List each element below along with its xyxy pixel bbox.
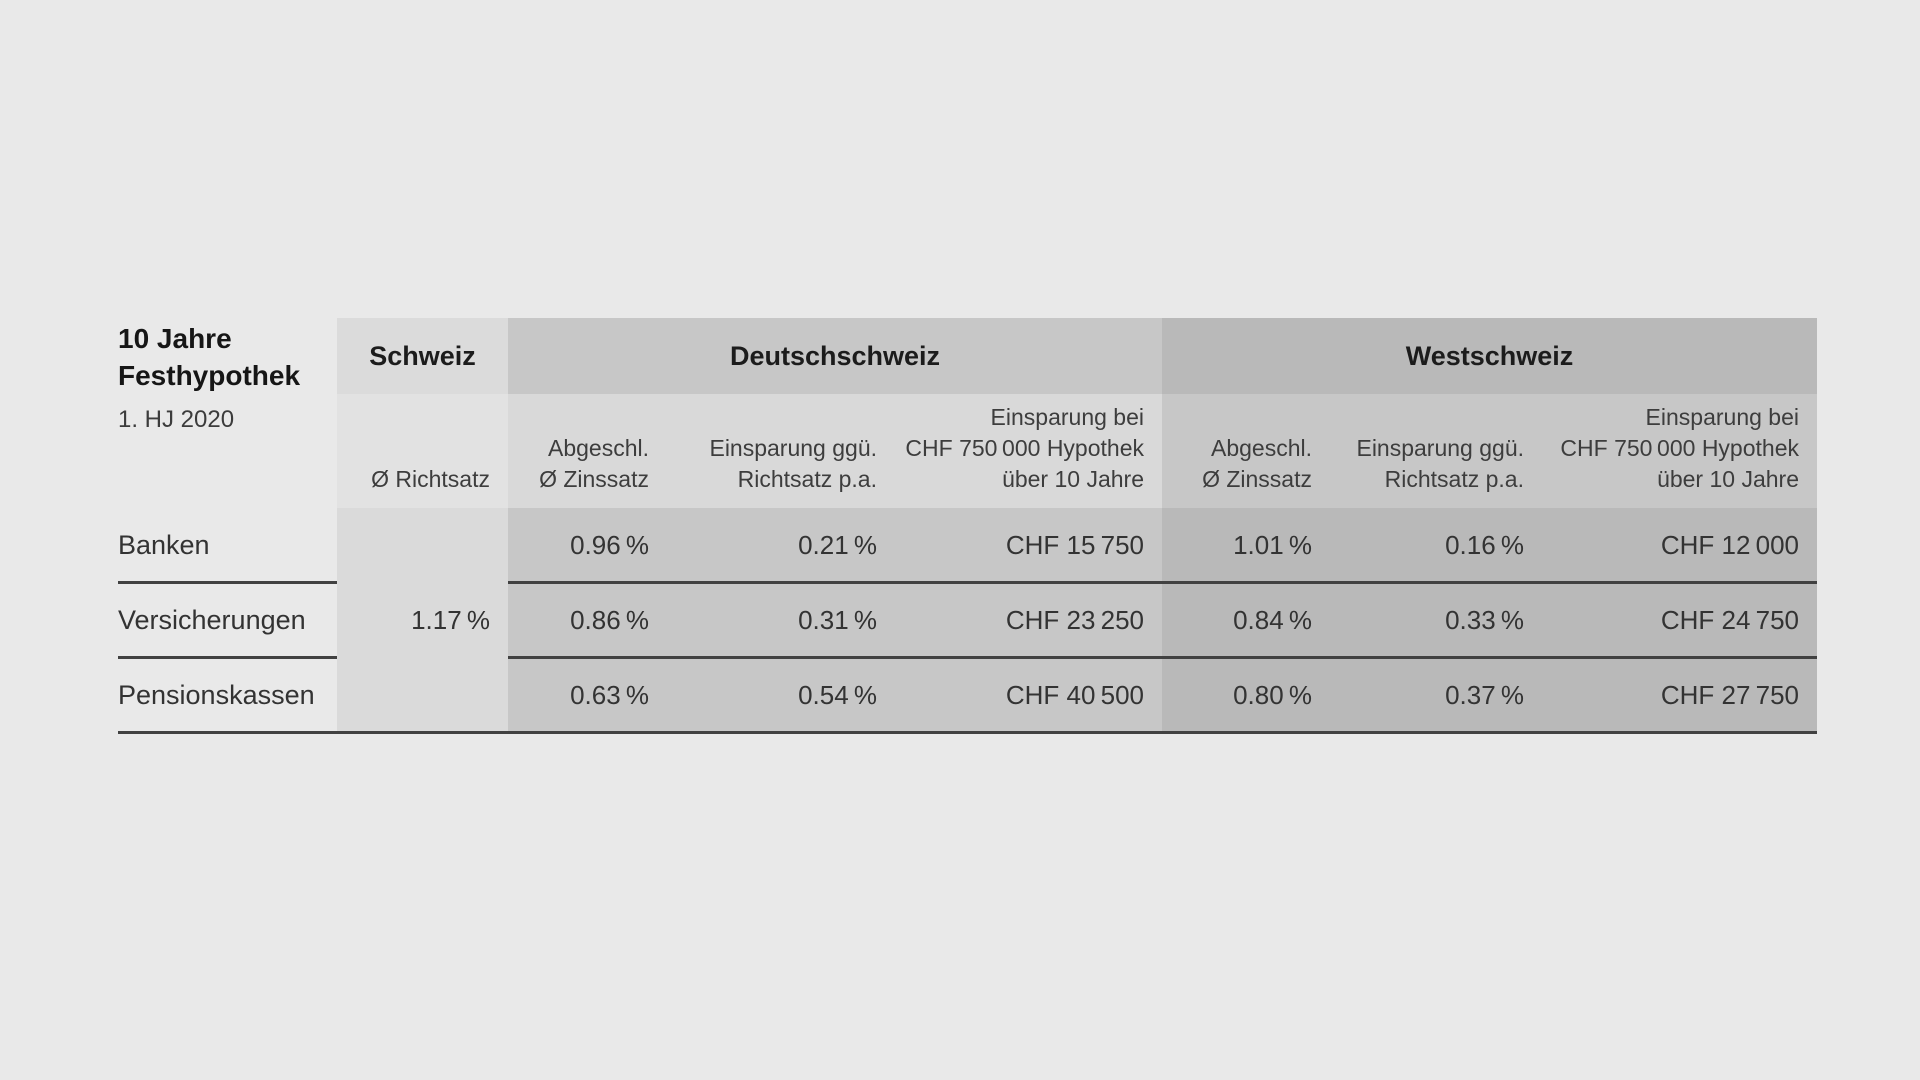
schweiz-richtsatz-value: 1.17 %	[337, 508, 508, 733]
subheader-ws-einsparung: Einsparung ggü. Richtsatz p.a.	[1330, 394, 1542, 508]
table-bottom-rule	[118, 731, 1817, 734]
subheader-ds-zinssatz: Abgeschl. Ø Zinssatz	[508, 394, 667, 508]
pensionskassen-ds-zinssatz: 0.63 %	[508, 658, 667, 733]
table-title-block: 10 Jahre Festhypothek 1. HJ 2020	[118, 318, 337, 508]
row-separator	[508, 656, 1817, 659]
table-title-line1: 10 Jahre	[118, 323, 232, 354]
row-label-versicherungen: Versicherungen	[118, 605, 306, 635]
header-schweiz: Schweiz	[337, 318, 508, 394]
subheader-ws-zinssatz: Abgeschl. Ø Zinssatz	[1162, 394, 1330, 508]
pensionskassen-ws-zinssatz: 0.80 %	[1162, 658, 1330, 733]
pensionskassen-ds-einsparung: 0.54 %	[667, 658, 895, 733]
pensionskassen-ds-einsparung-chf: CHF 40 500	[895, 658, 1162, 733]
banken-ws-zinssatz: 1.01 %	[1162, 508, 1330, 583]
banken-ws-einsparung: 0.16 %	[1330, 508, 1542, 583]
banken-ds-zinssatz: 0.96 %	[508, 508, 667, 583]
subheader-schweiz-richtsatz: Ø Richtsatz	[337, 394, 508, 508]
versicherungen-ws-einsparung: 0.33 %	[1330, 583, 1542, 658]
versicherungen-ds-einsparung-chf: CHF 23 250	[895, 583, 1162, 658]
table-period: 1. HJ 2020	[118, 406, 235, 433]
mortgage-rate-table: 10 Jahre Festhypothek 1. HJ 2020 Schweiz…	[118, 318, 1817, 735]
pensionskassen-ws-einsparung: 0.37 %	[1330, 658, 1542, 733]
versicherungen-ws-zinssatz: 0.84 %	[1162, 583, 1330, 658]
subheader-ws-einsparung-chf: Einsparung bei CHF 750 000 Hypothek über…	[1542, 394, 1817, 508]
banken-ds-einsparung-chf: CHF 15 750	[895, 508, 1162, 583]
pensionskassen-ws-einsparung-chf: CHF 27 750	[1542, 658, 1817, 733]
subheader-ds-einsparung-chf: Einsparung bei CHF 750 000 Hypothek über…	[895, 394, 1162, 508]
header-westschweiz: Westschweiz	[1162, 318, 1817, 394]
banken-ws-einsparung-chf: CHF 12 000	[1542, 508, 1817, 583]
versicherungen-ws-einsparung-chf: CHF 24 750	[1542, 583, 1817, 658]
row-label-pensionskassen: Pensionskassen	[118, 680, 315, 710]
versicherungen-ds-einsparung: 0.31 %	[667, 583, 895, 658]
row-label-banken: Banken	[118, 530, 210, 560]
row-separator	[118, 581, 337, 584]
table-title-line2: Festhypothek	[118, 360, 301, 391]
row-separator	[118, 656, 337, 659]
banken-ds-einsparung: 0.21 %	[667, 508, 895, 583]
header-deutschschweiz: Deutschschweiz	[508, 318, 1162, 394]
subheader-richtsatz-label: Ø Richtsatz	[371, 466, 490, 492]
subheader-ds-einsparung: Einsparung ggü. Richtsatz p.a.	[667, 394, 895, 508]
versicherungen-ds-zinssatz: 0.86 %	[508, 583, 667, 658]
row-separator	[508, 581, 1817, 584]
